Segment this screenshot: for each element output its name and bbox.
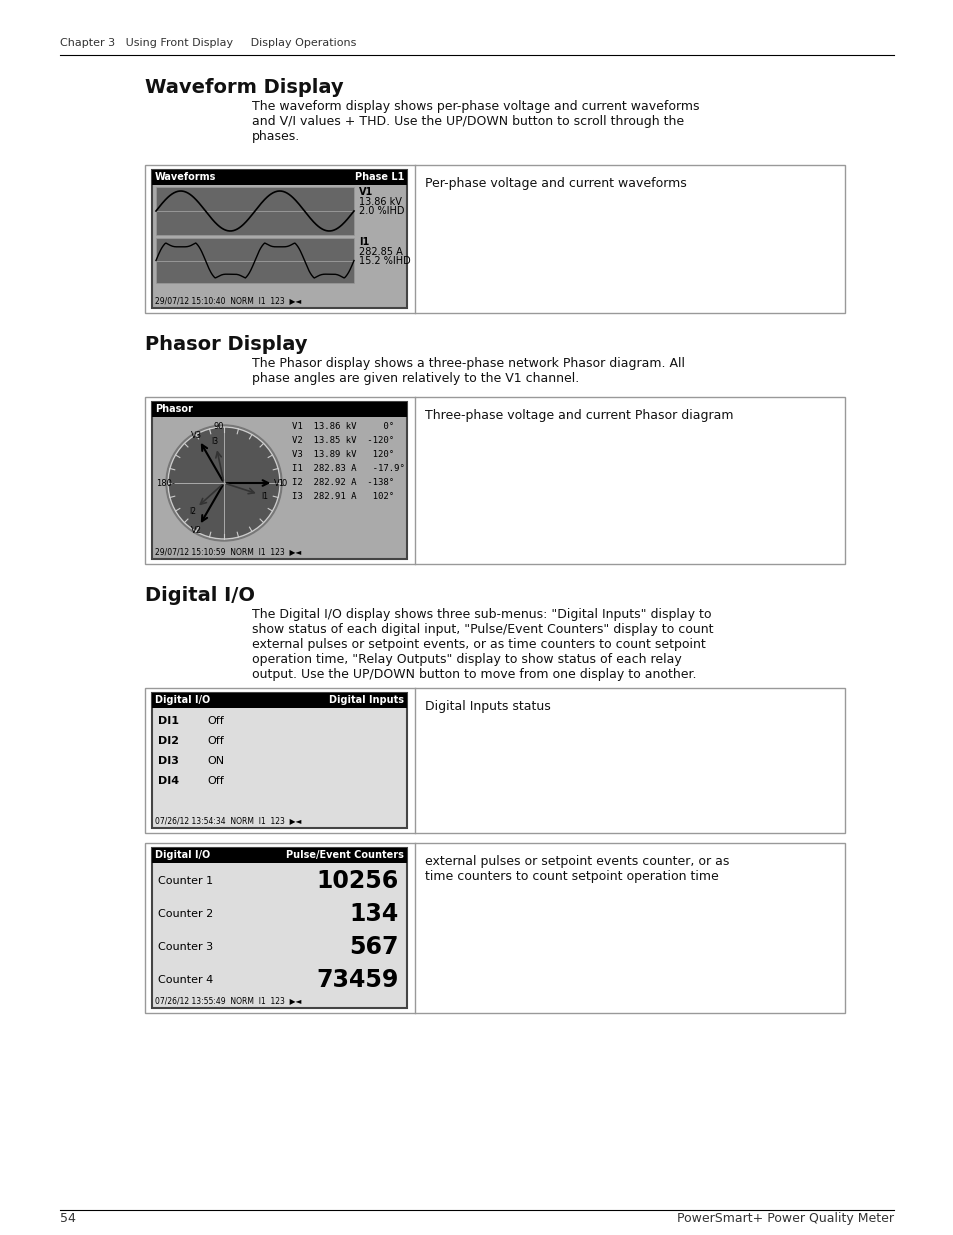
Text: 10256: 10256 bbox=[316, 869, 398, 893]
Text: I1: I1 bbox=[358, 237, 369, 247]
Bar bbox=[152, 170, 407, 308]
Text: I2  282.92 A  -138°: I2 282.92 A -138° bbox=[292, 478, 394, 487]
Text: 29/07/12 15:10:40  NORM  I1  123  ▶◄: 29/07/12 15:10:40 NORM I1 123 ▶◄ bbox=[154, 296, 301, 305]
Bar bbox=[152, 403, 407, 417]
Text: 73459: 73459 bbox=[316, 968, 398, 992]
Text: I3: I3 bbox=[212, 437, 218, 446]
Text: 13.86 kV: 13.86 kV bbox=[358, 198, 401, 207]
Bar bbox=[145, 688, 844, 832]
Text: 54: 54 bbox=[60, 1212, 76, 1225]
Text: 134: 134 bbox=[350, 902, 398, 926]
Text: Off: Off bbox=[207, 776, 224, 785]
Text: I1  282.83 A   -17.9°: I1 282.83 A -17.9° bbox=[292, 464, 404, 473]
Text: PowerSmart+ Power Quality Meter: PowerSmart+ Power Quality Meter bbox=[677, 1212, 893, 1225]
Text: 90: 90 bbox=[213, 422, 224, 431]
Text: 15.2 %IHD: 15.2 %IHD bbox=[358, 256, 411, 266]
Text: 0: 0 bbox=[282, 478, 287, 488]
Text: Counter 1: Counter 1 bbox=[158, 876, 213, 885]
Bar bbox=[152, 403, 407, 559]
Text: 29/07/12 15:10:59  NORM  I1  123  ▶◄: 29/07/12 15:10:59 NORM I1 123 ▶◄ bbox=[154, 547, 301, 556]
Bar bbox=[145, 844, 844, 1013]
Text: Phasor: Phasor bbox=[154, 404, 193, 414]
Text: The Digital I/O display shows three sub-menus: "Digital Inputs" display to
show : The Digital I/O display shows three sub-… bbox=[252, 608, 713, 680]
Text: 07/26/12 13:54:34  NORM  I1  123  ▶◄: 07/26/12 13:54:34 NORM I1 123 ▶◄ bbox=[154, 816, 301, 825]
Text: Pulse/Event Counters: Pulse/Event Counters bbox=[286, 850, 403, 860]
Text: The Phasor display shows a three-phase network Phasor diagram. All
phase angles : The Phasor display shows a three-phase n… bbox=[252, 357, 684, 385]
Text: DI3: DI3 bbox=[158, 756, 178, 766]
Text: Three-phase voltage and current Phasor diagram: Three-phase voltage and current Phasor d… bbox=[424, 409, 733, 422]
Text: V1: V1 bbox=[274, 478, 285, 488]
Bar bbox=[152, 693, 407, 708]
Text: The waveform display shows per-phase voltage and current waveforms
and V/I value: The waveform display shows per-phase vol… bbox=[252, 100, 699, 143]
Bar bbox=[152, 848, 407, 1008]
Text: Phasor Display: Phasor Display bbox=[145, 335, 307, 354]
Text: Per-phase voltage and current waveforms: Per-phase voltage and current waveforms bbox=[424, 177, 686, 190]
Bar bbox=[152, 693, 407, 827]
Text: Digital I/O: Digital I/O bbox=[145, 585, 254, 605]
Text: 07/26/12 13:55:49  NORM  I1  123  ▶◄: 07/26/12 13:55:49 NORM I1 123 ▶◄ bbox=[154, 995, 301, 1005]
Bar bbox=[156, 186, 354, 235]
Bar bbox=[145, 165, 844, 312]
Text: 567: 567 bbox=[349, 935, 398, 960]
Text: Counter 4: Counter 4 bbox=[158, 974, 213, 986]
Text: Digital I/O: Digital I/O bbox=[154, 850, 210, 860]
Bar bbox=[156, 238, 354, 283]
Text: V3: V3 bbox=[191, 431, 202, 440]
Text: Digital Inputs status: Digital Inputs status bbox=[424, 700, 550, 713]
Text: DI2: DI2 bbox=[158, 736, 179, 746]
Bar bbox=[152, 170, 407, 185]
Text: DI1: DI1 bbox=[158, 716, 179, 726]
Circle shape bbox=[168, 427, 280, 538]
Text: Off: Off bbox=[207, 716, 224, 726]
Text: Phase L1: Phase L1 bbox=[355, 172, 403, 182]
Text: Off: Off bbox=[207, 736, 224, 746]
Text: I1: I1 bbox=[260, 492, 268, 500]
Bar bbox=[152, 848, 407, 863]
Text: V3  13.89 kV   120°: V3 13.89 kV 120° bbox=[292, 450, 394, 459]
Text: I3  282.91 A   102°: I3 282.91 A 102° bbox=[292, 492, 394, 501]
Bar bbox=[145, 396, 844, 564]
Text: V2: V2 bbox=[191, 526, 202, 536]
Text: Digital I/O: Digital I/O bbox=[154, 695, 210, 705]
Text: 180-: 180- bbox=[156, 478, 174, 488]
Text: V1: V1 bbox=[358, 186, 373, 198]
Text: V1  13.86 kV     0°: V1 13.86 kV 0° bbox=[292, 422, 394, 431]
Text: Counter 2: Counter 2 bbox=[158, 909, 213, 919]
Text: DI4: DI4 bbox=[158, 776, 179, 785]
Text: ON: ON bbox=[207, 756, 224, 766]
Text: V2  13.85 kV  -120°: V2 13.85 kV -120° bbox=[292, 436, 394, 445]
Text: Chapter 3   Using Front Display     Display Operations: Chapter 3 Using Front Display Display Op… bbox=[60, 38, 356, 48]
Text: 282.85 A: 282.85 A bbox=[358, 247, 402, 257]
Text: Waveform Display: Waveform Display bbox=[145, 78, 343, 98]
Circle shape bbox=[166, 425, 282, 541]
Text: Digital Inputs: Digital Inputs bbox=[329, 695, 403, 705]
Text: Waveforms: Waveforms bbox=[154, 172, 216, 182]
Text: 2.0 %IHD: 2.0 %IHD bbox=[358, 206, 404, 216]
Text: I2: I2 bbox=[189, 506, 195, 516]
Text: Counter 3: Counter 3 bbox=[158, 942, 213, 952]
Text: external pulses or setpoint events counter, or as
time counters to count setpoin: external pulses or setpoint events count… bbox=[424, 855, 729, 883]
